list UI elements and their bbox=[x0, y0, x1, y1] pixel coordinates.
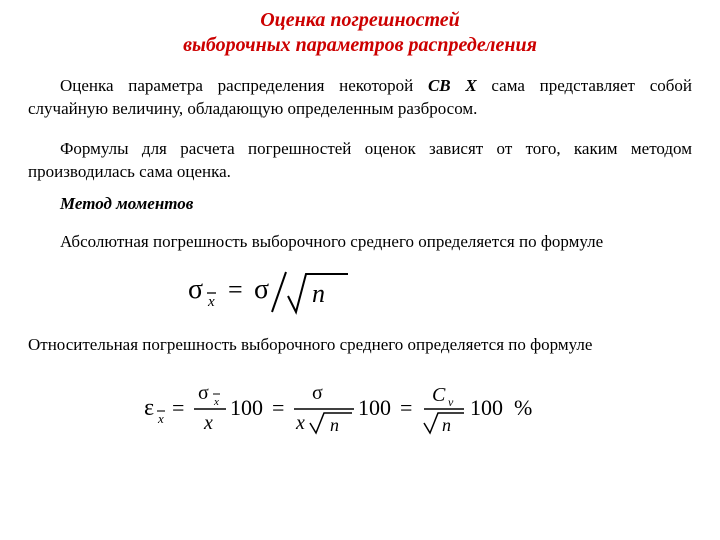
formula-1: σ x = σ n bbox=[188, 268, 692, 316]
paragraph-2: Формулы для расчета погрешностей оценок … bbox=[28, 138, 692, 184]
svg-text:=: = bbox=[400, 395, 412, 420]
svg-text:100: 100 bbox=[358, 395, 391, 420]
paragraph-3: Абсолютная погрешность выборочного средн… bbox=[28, 231, 692, 254]
svg-text:%: % bbox=[514, 395, 532, 420]
svg-text:=: = bbox=[228, 275, 243, 304]
svg-text:=: = bbox=[272, 395, 284, 420]
svg-text:C: C bbox=[432, 384, 446, 406]
svg-text:x: x bbox=[203, 412, 213, 434]
svg-text:σ: σ bbox=[254, 274, 269, 305]
page-root: Оценка погрешностей выборочных параметро… bbox=[0, 0, 720, 540]
formula-2: ε x = σ x x 100 = σ bbox=[144, 379, 692, 439]
svg-text:n: n bbox=[312, 279, 325, 308]
paragraph-4: Относительная погрешность выборочного ср… bbox=[28, 334, 692, 357]
svg-text:x: x bbox=[213, 396, 219, 408]
svg-text:σ: σ bbox=[198, 382, 209, 404]
svg-text:ε: ε bbox=[144, 395, 154, 421]
page-title: Оценка погрешностей выборочных параметро… bbox=[28, 8, 692, 58]
svg-text:x: x bbox=[295, 412, 305, 434]
svg-text:v: v bbox=[448, 395, 454, 409]
title-line-1: Оценка погрешностей bbox=[28, 8, 692, 33]
paragraph-1: Оценка параметра распределения некоторой… bbox=[28, 75, 692, 121]
para1-emph: СВ X bbox=[428, 76, 477, 95]
formula-2-svg: ε x = σ x x 100 = σ bbox=[144, 379, 584, 439]
svg-text:=: = bbox=[172, 395, 184, 420]
svg-text:n: n bbox=[330, 415, 339, 435]
svg-text:σ: σ bbox=[312, 382, 323, 404]
svg-text:x: x bbox=[207, 294, 215, 310]
para1-pre: Оценка параметра распределения некоторой bbox=[60, 76, 428, 95]
svg-text:x: x bbox=[157, 411, 164, 426]
svg-text:100: 100 bbox=[470, 395, 503, 420]
svg-text:n: n bbox=[442, 415, 451, 435]
svg-text:σ: σ bbox=[188, 274, 203, 305]
subheading-method: Метод моментов bbox=[28, 194, 692, 214]
svg-text:100: 100 bbox=[230, 395, 263, 420]
title-line-2: выборочных параметров распределения bbox=[28, 33, 692, 58]
formula-1-svg: σ x = σ n bbox=[188, 268, 398, 316]
